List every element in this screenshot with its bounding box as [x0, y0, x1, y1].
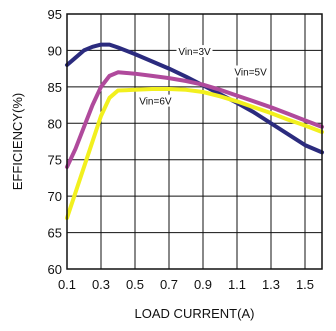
series-line: [65, 42, 324, 155]
x-tick-label: 0.7: [160, 277, 178, 292]
y-tick-label: 85: [48, 80, 62, 95]
y-tick-label: 90: [48, 43, 62, 58]
y-tick-label: 70: [48, 189, 62, 204]
annotation-bg: [176, 45, 213, 58]
y-tick-label: 75: [48, 153, 62, 168]
series-annotation: Vin=3V: [178, 47, 211, 58]
x-tick-label: 0.3: [92, 277, 110, 292]
series-annotation: Vin=5V: [234, 67, 267, 78]
series-line: [65, 87, 324, 220]
series-line: [65, 70, 324, 169]
series-annotation: Vin=6V: [139, 97, 172, 108]
annotations: Vin=3V Vin=5V Vin=6V: [137, 45, 269, 108]
y-tick-label: 80: [48, 116, 62, 131]
x-tick-label: 1.5: [296, 277, 314, 292]
y-axis-label: EFFICIENCY(%): [10, 93, 25, 191]
grid: [66, 13, 322, 270]
x-tick-label: 1.1: [228, 277, 246, 292]
tick-labels: 0.1 0.3 0.5 0.7 0.9 1.1 1.3 1.5 60 65 70 75 80 85 90 95: [48, 7, 315, 292]
annotation-bg: [232, 65, 269, 78]
x-tick-label: 1.3: [262, 277, 280, 292]
x-axis-label: LOAD CURRENT(A): [135, 306, 255, 321]
plot-frame: [66, 13, 323, 270]
series-lines: [65, 42, 324, 220]
y-tick-label: 65: [48, 226, 62, 241]
y-tick-label: 60: [48, 262, 62, 277]
x-tick-label: 0.5: [126, 277, 144, 292]
annotation-bg: [137, 94, 174, 107]
x-tick-label: 0.1: [58, 277, 76, 292]
x-tick-label: 0.9: [194, 277, 212, 292]
y-tick-label: 95: [48, 7, 62, 22]
